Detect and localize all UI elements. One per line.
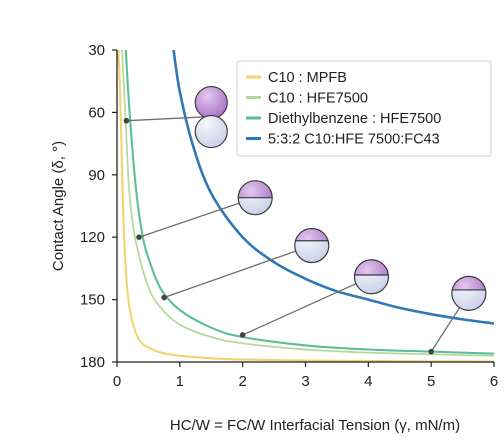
x-axis-label: HC/W = FC/W Interfacial Tension (γ, mN/m… — [170, 417, 460, 434]
y-tick-label: 30 — [88, 42, 105, 59]
x-tick-label: 3 — [301, 373, 309, 390]
droplet-illustrations — [194, 85, 487, 311]
droplet-bottom — [354, 275, 389, 294]
series-line-2 — [121, 50, 494, 357]
x-tick-label: 1 — [176, 373, 184, 390]
y-tick-label: 180 — [80, 354, 105, 371]
droplet-bottom — [238, 197, 273, 215]
leader-point-5 — [428, 348, 434, 355]
x-tick-label: 6 — [490, 373, 498, 390]
annotation-leaders — [123, 115, 470, 355]
legend-label-1: C10 : MPFB — [268, 70, 347, 86]
legend-box — [236, 60, 492, 157]
legend-label-3: Diethylbenzene : HFE7500 — [268, 111, 441, 127]
series-line-3 — [124, 50, 494, 355]
droplet-outline — [353, 259, 390, 295]
y-tick-label: 60 — [88, 104, 105, 121]
legend-label-2: C10 : HFE7500 — [268, 91, 368, 107]
droplet-bottom — [451, 289, 486, 311]
leader-point-4 — [239, 332, 246, 338]
droplet-5 — [451, 275, 487, 311]
leader-line-1 — [126, 115, 212, 122]
legend: C10 : MPFB C10 : HFE7500 Diethylbenzene : … — [236, 60, 492, 157]
droplet-3 — [294, 227, 330, 264]
axes: 0 1 2 3 4 5 6 30 60 90 120 150 180 — [80, 42, 498, 390]
droplet-top — [295, 228, 329, 241]
series-line-4 — [172, 50, 494, 325]
y-axis-label: Contact Angle (δ, °) — [50, 141, 67, 271]
droplet-1 — [194, 85, 228, 149]
droplet-outline — [294, 227, 330, 264]
droplet-4 — [353, 259, 390, 295]
droplet-bottom — [194, 114, 228, 149]
leader-line-2 — [138, 197, 256, 238]
leader-line-3 — [163, 244, 312, 299]
x-tick-label: 2 — [238, 373, 246, 390]
droplet-top — [354, 259, 389, 276]
droplet-bottom — [294, 240, 329, 263]
droplet-outline — [237, 180, 273, 216]
droplet-outline — [451, 275, 487, 311]
x-tick-label: 4 — [364, 373, 372, 390]
droplet-top — [238, 180, 273, 198]
x-tick-label: 5 — [427, 373, 435, 390]
series-line-1 — [117, 50, 494, 363]
droplet-2 — [237, 180, 273, 216]
y-tick-label: 90 — [88, 167, 105, 184]
droplet-top — [194, 85, 228, 120]
y-tick-label: 120 — [80, 229, 105, 246]
leader-point-3 — [161, 294, 167, 301]
leader-line-4 — [242, 276, 372, 336]
leader-point-1 — [123, 117, 130, 124]
leader-point-2 — [136, 234, 142, 240]
series-lines — [117, 50, 494, 363]
droplet-top — [452, 276, 486, 290]
legend-label-4: 5:3:2 C10:HFE 7500:FC43 — [268, 132, 440, 148]
x-tick-label: 0 — [113, 373, 121, 390]
y-tick-label: 150 — [80, 292, 105, 309]
